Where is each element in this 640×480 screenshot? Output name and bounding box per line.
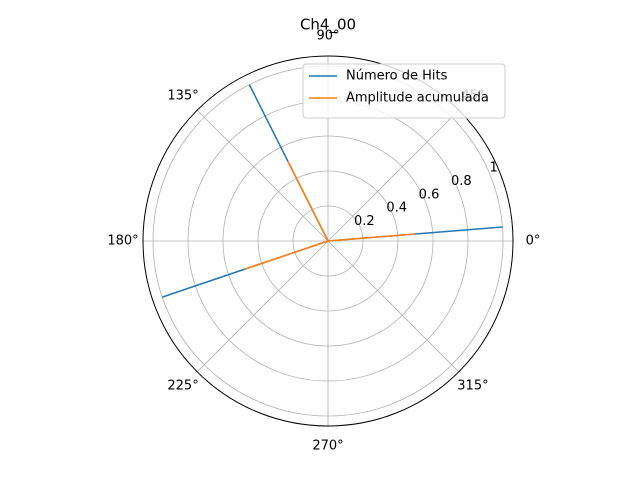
r-tick-label: 0.2 [354, 214, 375, 229]
r-tick-label: 0.4 [386, 201, 407, 216]
r-tick-label: 0.8 [451, 174, 472, 189]
theta-tick-label: 225° [167, 378, 198, 393]
outer-frame [142, 55, 514, 427]
spoke-line [287, 160, 329, 242]
spoke-line [327, 233, 416, 242]
spoke-line [244, 240, 329, 270]
r-tick-label: 1 [490, 161, 498, 176]
grid-spoke [327, 109, 460, 242]
chart-title: Ch4_00 [300, 16, 356, 35]
theta-tick-label: 135° [167, 89, 198, 104]
legend-label: Número de Hits [346, 69, 448, 84]
r-tick-label: 0.6 [419, 187, 440, 202]
grid-spoke [196, 240, 329, 373]
grid-spoke [327, 240, 460, 373]
theta-tick-label: 270° [312, 439, 343, 454]
grid-spoke [196, 109, 329, 242]
theta-tick-label: 315° [457, 378, 488, 393]
theta-tick-label: 90° [316, 29, 339, 44]
theta-tick-label: 180° [107, 234, 138, 249]
legend-label: Amplitude acumulada [346, 91, 489, 106]
legend: Número de Hits Amplitude acumulada [302, 63, 506, 119]
legend-box [302, 63, 506, 119]
plot-area [161, 84, 503, 298]
theta-tick-label: 0° [526, 234, 541, 249]
